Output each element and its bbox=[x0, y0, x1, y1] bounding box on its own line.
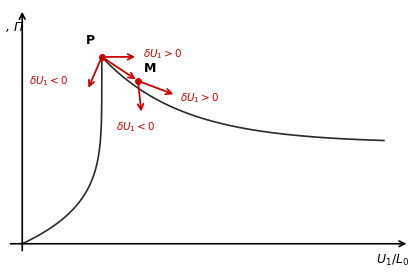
Text: P: P bbox=[85, 34, 95, 47]
Text: $\delta U_1 < 0$: $\delta U_1 < 0$ bbox=[116, 120, 156, 134]
Text: $U_1/L_0$: $U_1/L_0$ bbox=[376, 253, 409, 268]
Text: $\delta U_1 < 0$: $\delta U_1 < 0$ bbox=[30, 74, 69, 88]
Text: $\delta U_1 > 0$: $\delta U_1 > 0$ bbox=[143, 48, 183, 61]
Text: $\delta U_1 > 0$: $\delta U_1 > 0$ bbox=[180, 91, 219, 105]
Text: M: M bbox=[143, 62, 156, 75]
Text: , Π: , Π bbox=[6, 21, 23, 34]
